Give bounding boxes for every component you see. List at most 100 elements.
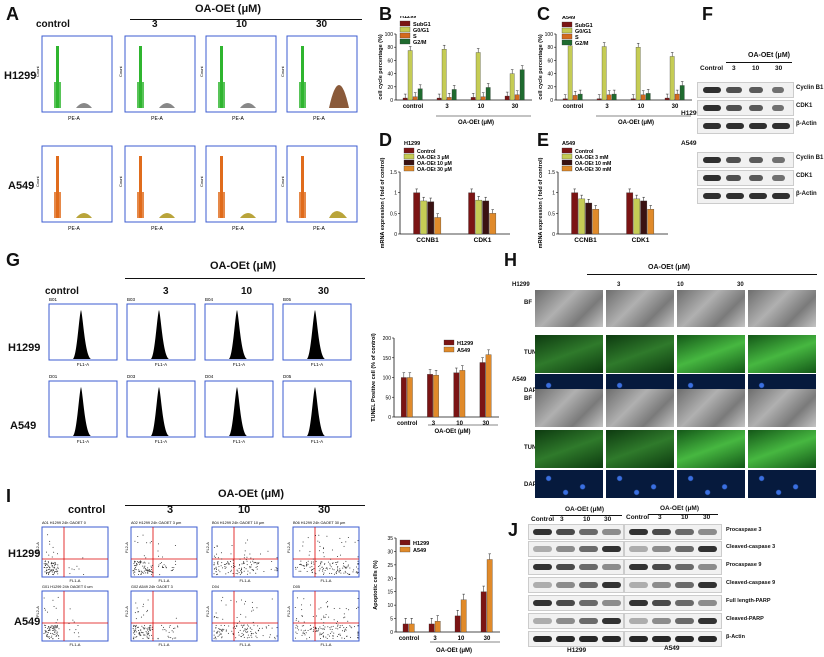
i-event-dot — [43, 632, 45, 634]
i-event-dot — [161, 624, 163, 626]
i-event-dot — [69, 629, 71, 631]
i-event-dot — [246, 539, 248, 541]
i-event-dot — [275, 566, 277, 568]
i-event-dot — [322, 547, 324, 549]
i-plot-frame — [292, 590, 360, 642]
i-event-dot — [240, 571, 242, 573]
j-lane-a549-0: Control — [626, 514, 650, 521]
i-event-dot — [318, 550, 320, 552]
i-event-dot — [57, 596, 59, 598]
i-event-dot — [252, 558, 254, 560]
i-event-dot — [341, 630, 343, 632]
i-event-dot — [332, 568, 334, 570]
y-tick-label: 5 — [390, 617, 393, 623]
i-event-dot — [246, 627, 248, 629]
i-event-dot — [54, 563, 56, 565]
panel-letter-a: A — [6, 4, 19, 24]
i-event-dot — [144, 569, 146, 571]
i-event-dot — [146, 542, 148, 544]
i-event-dot — [357, 563, 359, 565]
a-x-axis-label: PE-A — [68, 226, 80, 232]
i-event-dot — [165, 630, 167, 632]
bar-oa-oet-10-mm-1 — [640, 200, 648, 235]
i-event-dot — [54, 626, 56, 628]
i-event-dot — [244, 554, 246, 556]
i-event-dot — [150, 574, 152, 576]
i-event-dot — [44, 629, 46, 631]
y-tick-label: 60 — [387, 58, 393, 64]
i-event-dot — [239, 558, 241, 560]
panel-letter-c: C — [537, 4, 550, 24]
i-event-dot — [265, 627, 267, 629]
i-plot-frame — [211, 526, 279, 578]
f-protein-2: β-Actin — [796, 191, 817, 197]
i-event-dot — [52, 569, 54, 571]
i-event-dot — [306, 563, 308, 565]
i-event-dot — [83, 574, 85, 576]
i-event-dot — [232, 559, 234, 561]
i-event-dot — [48, 574, 50, 576]
i-event-dot — [344, 616, 346, 618]
a-histogram-a549-2: PE-A Count — [200, 145, 277, 232]
i-event-dot — [219, 633, 221, 635]
y-tick-label: 15 — [387, 590, 393, 596]
bar-h1299-1 — [427, 374, 433, 418]
y-tick-label: 1.5 — [390, 170, 397, 176]
y-tick-label: 1.5 — [548, 170, 555, 176]
i-event-dot — [316, 630, 318, 632]
a-plot-frame — [286, 145, 358, 223]
i-event-dot — [327, 600, 329, 602]
i-event-dot — [147, 571, 149, 573]
i-event-dot — [330, 626, 332, 628]
j-protein-0: Procaspase 3 — [726, 527, 762, 533]
i-event-dot — [232, 633, 234, 635]
g-x-axis-label: FL1-A — [77, 439, 89, 444]
i-event-dot — [307, 537, 309, 539]
i-event-dot — [245, 542, 247, 544]
bar-g0-g1-1 — [601, 46, 607, 101]
band — [652, 564, 671, 570]
bar-h1299-2 — [454, 615, 461, 633]
i-event-dot — [142, 603, 144, 605]
legend-swatch — [399, 539, 411, 546]
i-event-dot — [255, 562, 257, 564]
i-event-dot — [240, 613, 242, 615]
i-event-dot — [244, 629, 246, 631]
i-event-dot — [323, 556, 325, 558]
i-event-dot — [322, 628, 324, 630]
y-tick-label: 0 — [550, 98, 553, 104]
i-event-dot — [315, 631, 317, 633]
a-g1-peak-base — [299, 82, 306, 108]
i-event-dot — [298, 570, 300, 572]
i-event-dot — [346, 635, 348, 637]
i-event-dot — [255, 631, 257, 633]
i-event-dot — [215, 612, 217, 614]
a-plot-frame — [41, 35, 113, 113]
i-event-dot — [321, 633, 323, 635]
i-event-dot — [246, 632, 248, 634]
i-event-dot — [303, 630, 305, 632]
bar-h1299-2 — [453, 372, 460, 418]
i-event-dot — [251, 636, 253, 638]
bar-subg1-2 — [630, 98, 636, 101]
i-event-dot — [242, 625, 244, 627]
f-blot-h1299-0 — [697, 82, 794, 98]
legend-swatch — [403, 165, 415, 172]
i-event-dot — [218, 569, 220, 571]
i-event-dot — [349, 625, 351, 627]
i-event-dot — [225, 563, 227, 565]
i-event-dot — [161, 565, 163, 567]
i-event-dot — [170, 570, 172, 572]
i-event-dot — [51, 570, 53, 572]
i-event-dot — [47, 611, 49, 613]
i-event-dot — [305, 562, 307, 564]
a-plot-frame — [41, 145, 113, 223]
i-event-dot — [55, 632, 57, 634]
i-event-dot — [306, 638, 308, 640]
h-image-bf-0-3 — [748, 290, 816, 327]
i-event-dot — [356, 608, 358, 610]
i-event-dot — [357, 631, 359, 633]
y-tick-label: 25 — [387, 563, 393, 569]
bar-a549-2 — [460, 599, 467, 633]
i-event-dot — [48, 626, 50, 628]
